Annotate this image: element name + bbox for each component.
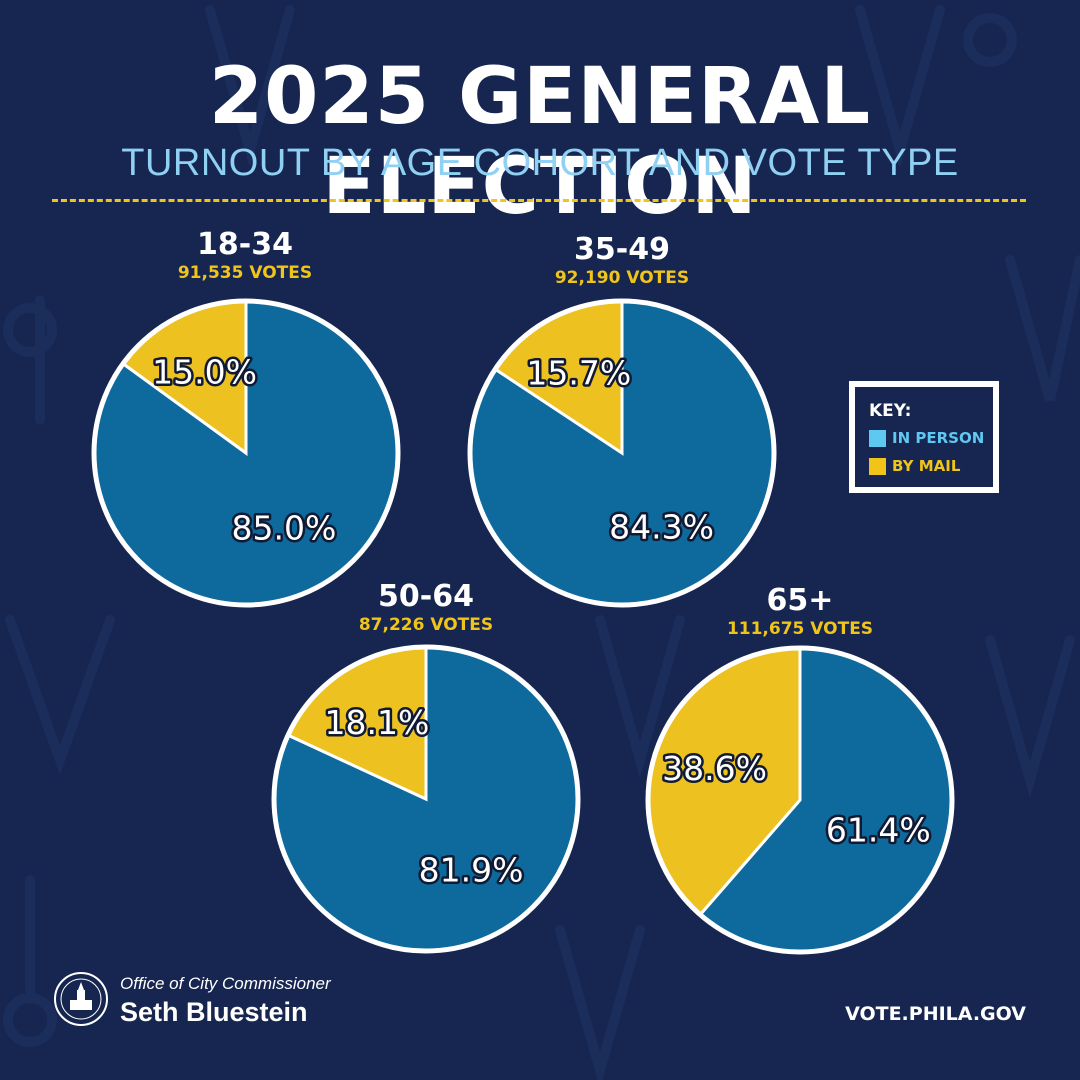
pie-chart-18-34: 85.0% 15.0% [91, 298, 401, 608]
pie-label-by-mail: 15.7% [526, 354, 631, 393]
cohort-votes: 92,190 VOTES [554, 268, 690, 288]
legend-title: KEY: [869, 401, 912, 421]
pie-outline [91, 298, 401, 608]
cohort-header-50-64: 50-64 87,226 VOTES [306, 580, 546, 636]
legend-swatch-in-person [869, 429, 886, 447]
legend-label-in-person: IN PERSON [892, 429, 985, 447]
pie-label-by-mail: 15.0% [152, 353, 257, 392]
cohort-label: 50-64 [378, 579, 474, 614]
pie-label-by-mail: 38.6% [662, 749, 767, 788]
cohort-label: 65+ [766, 583, 834, 618]
pie-label-in-person: 61.4% [826, 810, 931, 849]
page-subtitle: TURNOUT BY AGE COHORT AND VOTE TYPE [121, 142, 959, 184]
pie-label-by-mail: 18.1% [324, 703, 429, 742]
pie-outline [271, 644, 581, 954]
cohort-header-65-plus: 65+ 111,675 VOTES [680, 584, 920, 640]
pie-label-in-person: 84.3% [609, 508, 714, 547]
legend-label-by-mail: BY MAIL [892, 457, 961, 475]
pie-chart-65-plus: 61.4% 38.6% [645, 645, 955, 955]
pie-outline [467, 298, 777, 608]
legend-key: KEY: IN PERSON BY MAIL [849, 381, 999, 493]
dashed-divider [52, 199, 1026, 202]
footer-website-link[interactable]: VOTE.PHILA.GOV [845, 1003, 1026, 1025]
cohort-votes: 111,675 VOTES [726, 619, 874, 639]
pie-label-in-person: 81.9% [419, 850, 524, 889]
legend-item-by-mail: BY MAIL [869, 457, 960, 475]
cohort-votes: 87,226 VOTES [358, 615, 494, 635]
cohort-label: 18-34 [197, 227, 293, 262]
city-hall-seal-icon [54, 972, 108, 1026]
cohort-header-35-49: 35-49 92,190 VOTES [502, 233, 742, 289]
seal-graphic [60, 978, 102, 1020]
pie-label-in-person: 85.0% [232, 508, 337, 547]
footer-office: Office of City Commissioner [120, 974, 331, 993]
cohort-header-18-34: 18-34 91,535 VOTES [125, 228, 365, 284]
legend-swatch-by-mail [869, 457, 886, 475]
cohort-votes: 91,535 VOTES [177, 263, 313, 283]
pie-chart-50-64: 81.9% 18.1% [271, 644, 581, 954]
legend-item-in-person: IN PERSON [869, 429, 984, 447]
pie-chart-35-49: 84.3% 15.7% [467, 298, 777, 608]
cohort-label: 35-49 [574, 232, 670, 267]
page-title: 2025 GENERAL ELECTION [208, 52, 872, 232]
pie-outline [645, 645, 955, 955]
footer-name: Seth Bluestein [120, 997, 308, 1027]
